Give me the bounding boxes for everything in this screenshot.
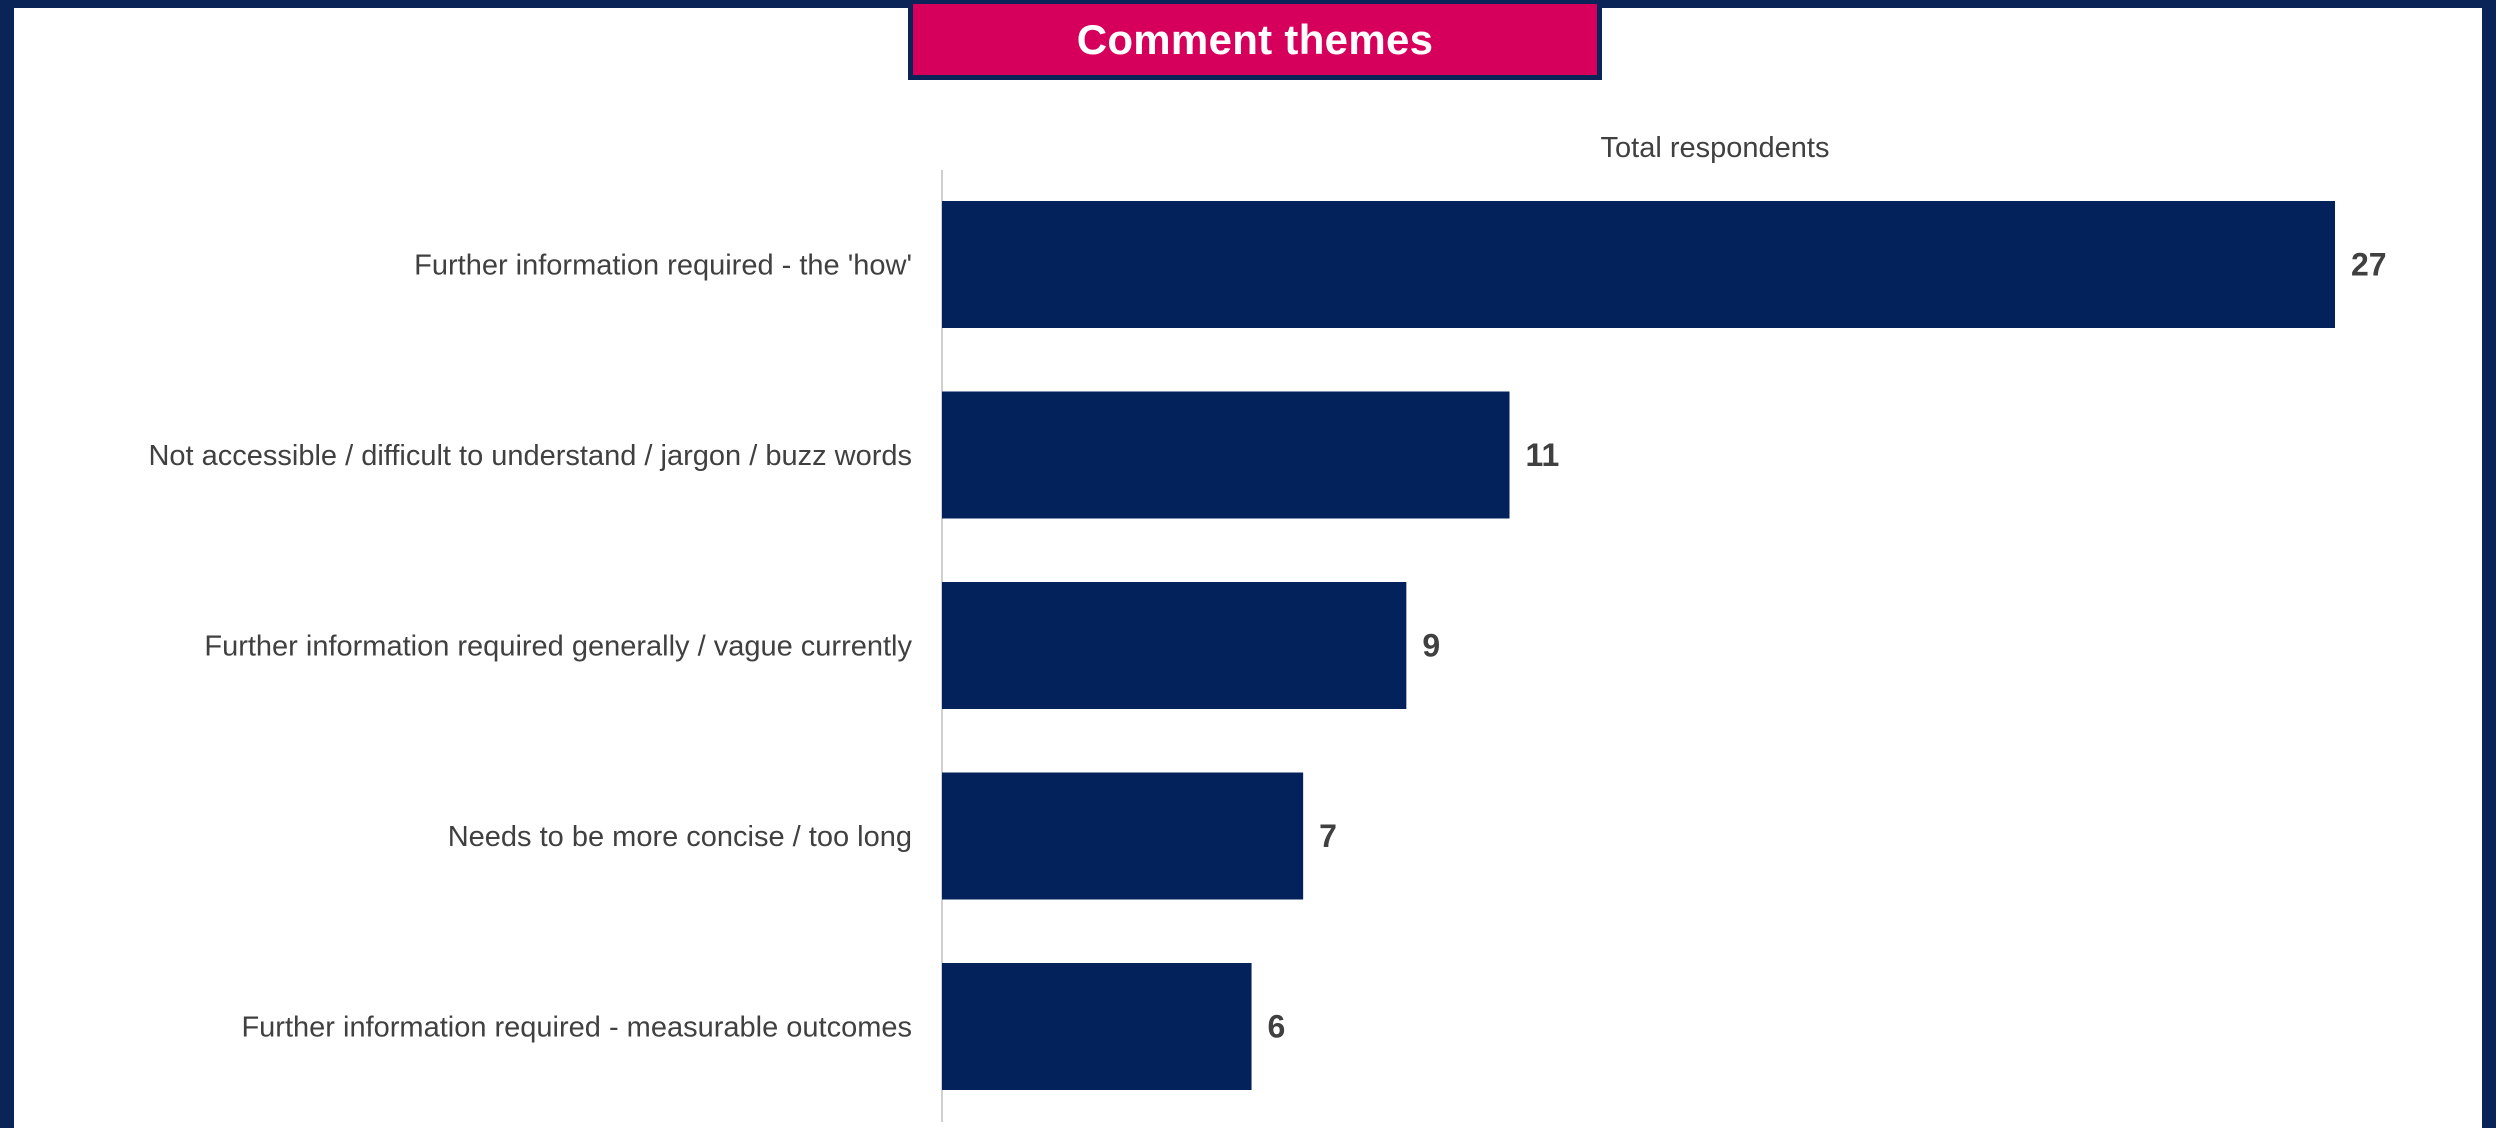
title-banner: Comment themes <box>908 4 1602 80</box>
category-label-4: Needs to be more concise / too long <box>448 821 912 853</box>
bars-group: Further information required - the 'how'… <box>148 201 2387 1090</box>
value-label-5: 6 <box>1268 1009 1286 1045</box>
series-label: Total respondents <box>1601 132 1830 164</box>
value-label-4: 7 <box>1319 818 1337 854</box>
value-label-2: 11 <box>1526 437 1560 473</box>
bar-4 <box>942 772 1304 900</box>
value-label-1: 27 <box>2351 247 2387 283</box>
bar-1 <box>942 201 2335 328</box>
bar-3 <box>942 582 1407 709</box>
category-label-5: Further information required - measurabl… <box>241 1012 912 1044</box>
chart-title: Comment themes <box>1076 15 1434 63</box>
category-label-1: Further information required - the 'how' <box>414 250 912 282</box>
category-label-2: Not accessible / difficult to understand… <box>148 440 912 472</box>
category-label-3: Further information required generally /… <box>204 631 912 663</box>
value-label-3: 9 <box>1422 628 1440 664</box>
bar-2 <box>942 391 1510 519</box>
bar-5 <box>942 963 1252 1090</box>
